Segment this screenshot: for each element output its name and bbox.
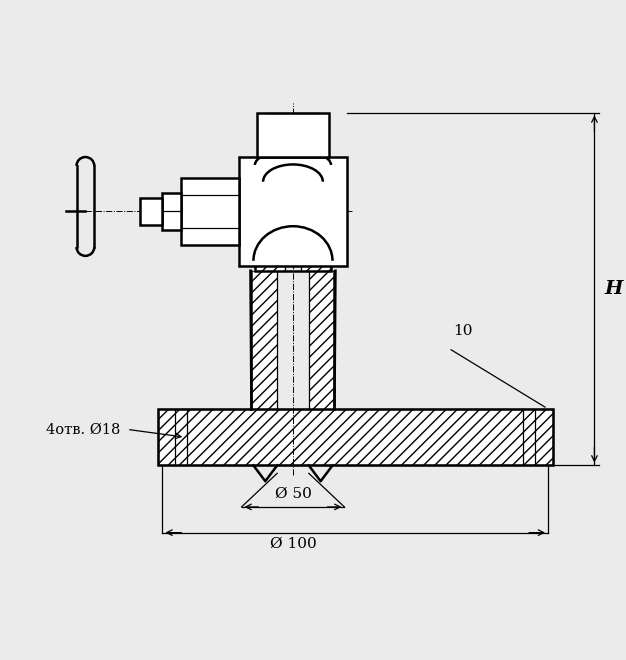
Bar (182, 178, 239, 245)
Bar (158, 409, 553, 465)
Bar (257, 113, 329, 157)
Bar (309, 271, 334, 409)
Text: 10: 10 (453, 324, 473, 338)
Bar (239, 157, 347, 266)
Polygon shape (250, 271, 252, 409)
Bar (162, 193, 182, 230)
Bar (255, 249, 331, 271)
Bar (158, 409, 553, 465)
Text: 4отв. Ø18: 4отв. Ø18 (46, 422, 120, 436)
Text: Ø 100: Ø 100 (270, 537, 316, 550)
Bar (140, 197, 162, 225)
Text: Ø 50: Ø 50 (275, 487, 311, 501)
Bar (301, 249, 331, 271)
Bar (255, 249, 285, 271)
Text: H: H (604, 280, 623, 298)
Polygon shape (334, 271, 336, 409)
Bar (252, 271, 277, 409)
